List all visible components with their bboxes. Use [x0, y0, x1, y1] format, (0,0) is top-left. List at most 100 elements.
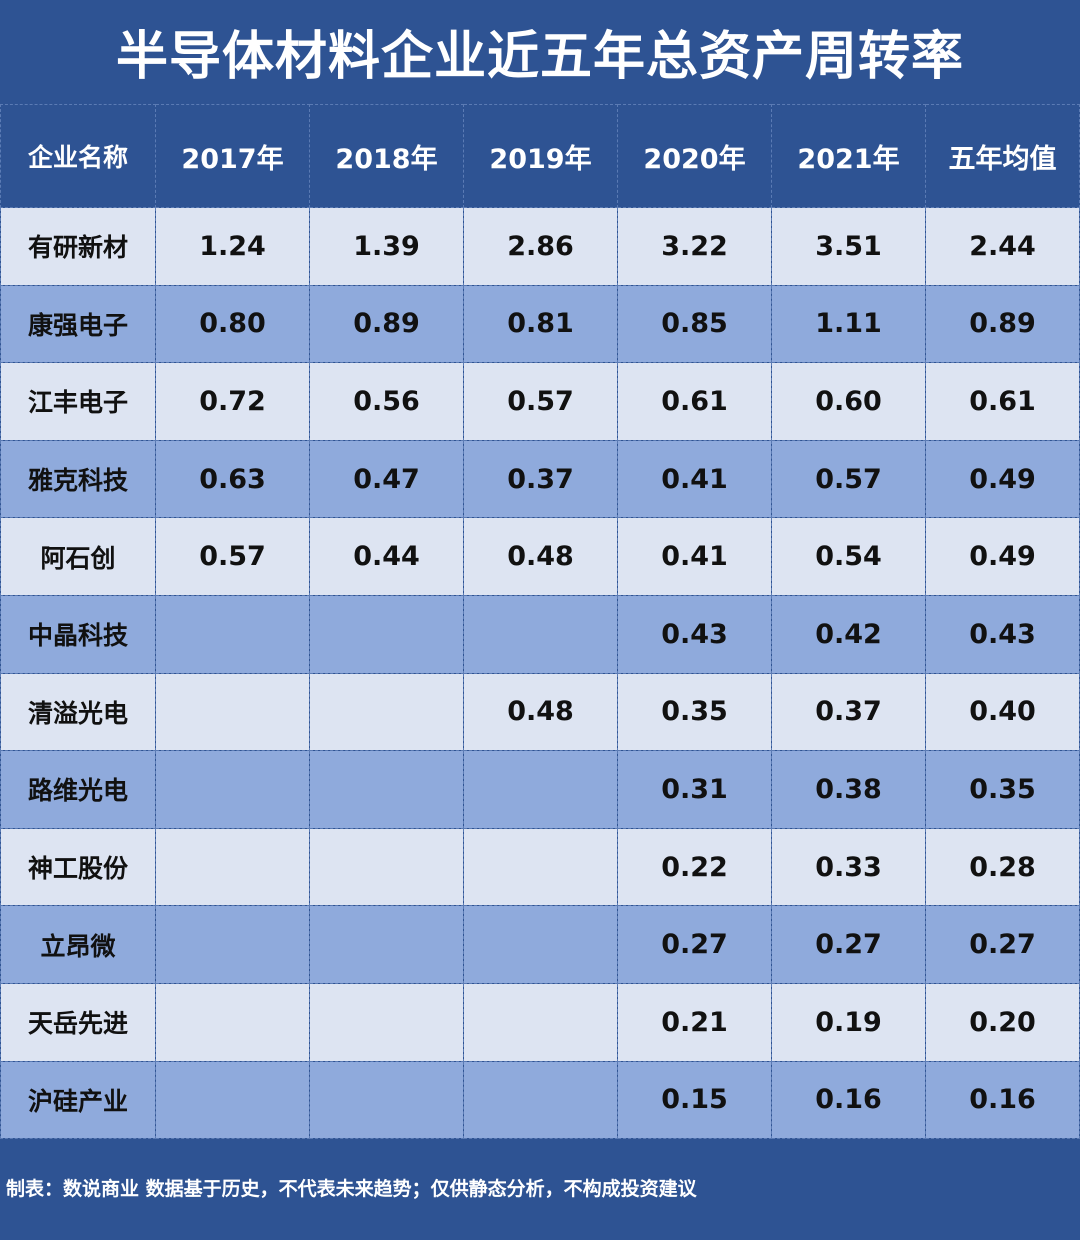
value-2019: [463, 982, 618, 1062]
value-2018: [309, 750, 464, 829]
value-2021: 0.19: [771, 982, 926, 1062]
value-2021: 0.37: [771, 672, 926, 752]
value-2019: 0.37: [463, 439, 618, 519]
company-name: 沪硅产业: [0, 1060, 156, 1140]
company-name: 雅克科技: [0, 439, 156, 519]
value-2020: 0.41: [617, 517, 772, 596]
value-2018: [309, 905, 464, 984]
value-2017: [155, 982, 310, 1062]
value-2021: 0.38: [771, 750, 926, 829]
table-row: 路维光电 0.31 0.38 0.35: [0, 750, 1080, 829]
value-2019: [463, 594, 618, 674]
value-average: 0.16: [925, 1060, 1080, 1140]
company-name: 江丰电子: [0, 362, 156, 441]
value-2020: 0.21: [617, 982, 772, 1062]
value-average: 0.49: [925, 439, 1080, 519]
value-2020: 0.22: [617, 827, 772, 907]
value-2021: 3.51: [771, 207, 926, 286]
value-2018: [309, 672, 464, 752]
value-2017: [155, 1060, 310, 1140]
table-row: 神工股份 0.22 0.33 0.28: [0, 827, 1080, 907]
value-2019: [463, 905, 618, 984]
header-average: 五年均值: [925, 104, 1080, 208]
value-2018: 0.56: [309, 362, 464, 441]
header-2017: 2017年: [155, 104, 310, 208]
value-2019: [463, 827, 618, 907]
header-2020: 2020年: [617, 104, 772, 208]
value-2021: 0.42: [771, 594, 926, 674]
value-average: 0.49: [925, 517, 1080, 596]
header-2021: 2021年: [771, 104, 926, 208]
value-2020: 0.35: [617, 672, 772, 752]
value-2018: 0.89: [309, 284, 464, 364]
table-header: 企业名称 2017年 2018年 2019年 2020年 2021年 五年均值: [0, 104, 1080, 208]
value-2017: [155, 672, 310, 752]
value-average: 0.40: [925, 672, 1080, 752]
data-table: 企业名称 2017年 2018年 2019年 2020年 2021年 五年均值 …: [0, 104, 1080, 1140]
value-2017: 0.57: [155, 517, 310, 596]
value-2018: [309, 982, 464, 1062]
value-2021: 1.11: [771, 284, 926, 364]
footer-note: 制表：数说商业 数据基于历史，不代表未来趋势；仅供静态分析，不构成投资建议: [6, 1178, 697, 1200]
value-2020: 0.41: [617, 439, 772, 519]
value-average: 2.44: [925, 207, 1080, 286]
company-name: 有研新材: [0, 207, 156, 286]
value-2017: 0.72: [155, 362, 310, 441]
value-2019: [463, 1060, 618, 1140]
header-row: 企业名称 2017年 2018年 2019年 2020年 2021年 五年均值: [0, 104, 1080, 208]
value-2019: [463, 750, 618, 829]
value-average: 0.27: [925, 905, 1080, 984]
value-2018: 1.39: [309, 207, 464, 286]
value-average: 0.43: [925, 594, 1080, 674]
value-2017: 0.80: [155, 284, 310, 364]
value-2017: [155, 750, 310, 829]
value-2021: 0.57: [771, 439, 926, 519]
table-row: 沪硅产业 0.15 0.16 0.16: [0, 1060, 1080, 1140]
header-2019: 2019年: [463, 104, 618, 208]
value-2019: 0.48: [463, 672, 618, 752]
table-row: 江丰电子 0.72 0.56 0.57 0.61 0.60 0.61: [0, 362, 1080, 441]
company-name: 清溢光电: [0, 672, 156, 752]
header-company: 企业名称: [0, 104, 156, 208]
company-name: 路维光电: [0, 750, 156, 829]
value-2019: 0.81: [463, 284, 618, 364]
value-2020: 0.85: [617, 284, 772, 364]
page-title: 半导体材料企业近五年总资产周转率: [115, 26, 964, 87]
table-row: 阿石创 0.57 0.44 0.48 0.41 0.54 0.49: [0, 517, 1080, 596]
table-row: 中晶科技 0.43 0.42 0.43: [0, 594, 1080, 674]
company-name: 天岳先进: [0, 982, 156, 1062]
value-2017: 0.63: [155, 439, 310, 519]
header-2018: 2018年: [309, 104, 464, 208]
table-row: 有研新材 1.24 1.39 2.86 3.22 3.51 2.44: [0, 207, 1080, 286]
value-average: 0.20: [925, 982, 1080, 1062]
value-2021: 0.60: [771, 362, 926, 441]
company-name: 阿石创: [0, 517, 156, 596]
value-2017: [155, 827, 310, 907]
value-2020: 3.22: [617, 207, 772, 286]
value-average: 0.61: [925, 362, 1080, 441]
value-2020: 0.15: [617, 1060, 772, 1140]
company-name: 立昂微: [0, 905, 156, 984]
value-average: 0.89: [925, 284, 1080, 364]
value-2018: [309, 594, 464, 674]
value-2021: 0.16: [771, 1060, 926, 1140]
value-2019: 2.86: [463, 207, 618, 286]
table-row: 清溢光电 0.48 0.35 0.37 0.40: [0, 672, 1080, 752]
table-row: 雅克科技 0.63 0.47 0.37 0.41 0.57 0.49: [0, 439, 1080, 519]
value-2019: 0.48: [463, 517, 618, 596]
value-2020: 0.43: [617, 594, 772, 674]
value-2018: 0.44: [309, 517, 464, 596]
value-2018: [309, 827, 464, 907]
value-2018: [309, 1060, 464, 1140]
table-row: 立昂微 0.27 0.27 0.27: [0, 905, 1080, 984]
table-row: 康强电子 0.80 0.89 0.81 0.85 1.11 0.89: [0, 284, 1080, 364]
company-name: 中晶科技: [0, 594, 156, 674]
value-2017: 1.24: [155, 207, 310, 286]
value-2021: 0.27: [771, 905, 926, 984]
company-name: 康强电子: [0, 284, 156, 364]
value-2017: [155, 905, 310, 984]
value-2020: 0.61: [617, 362, 772, 441]
value-2018: 0.47: [309, 439, 464, 519]
value-2021: 0.54: [771, 517, 926, 596]
